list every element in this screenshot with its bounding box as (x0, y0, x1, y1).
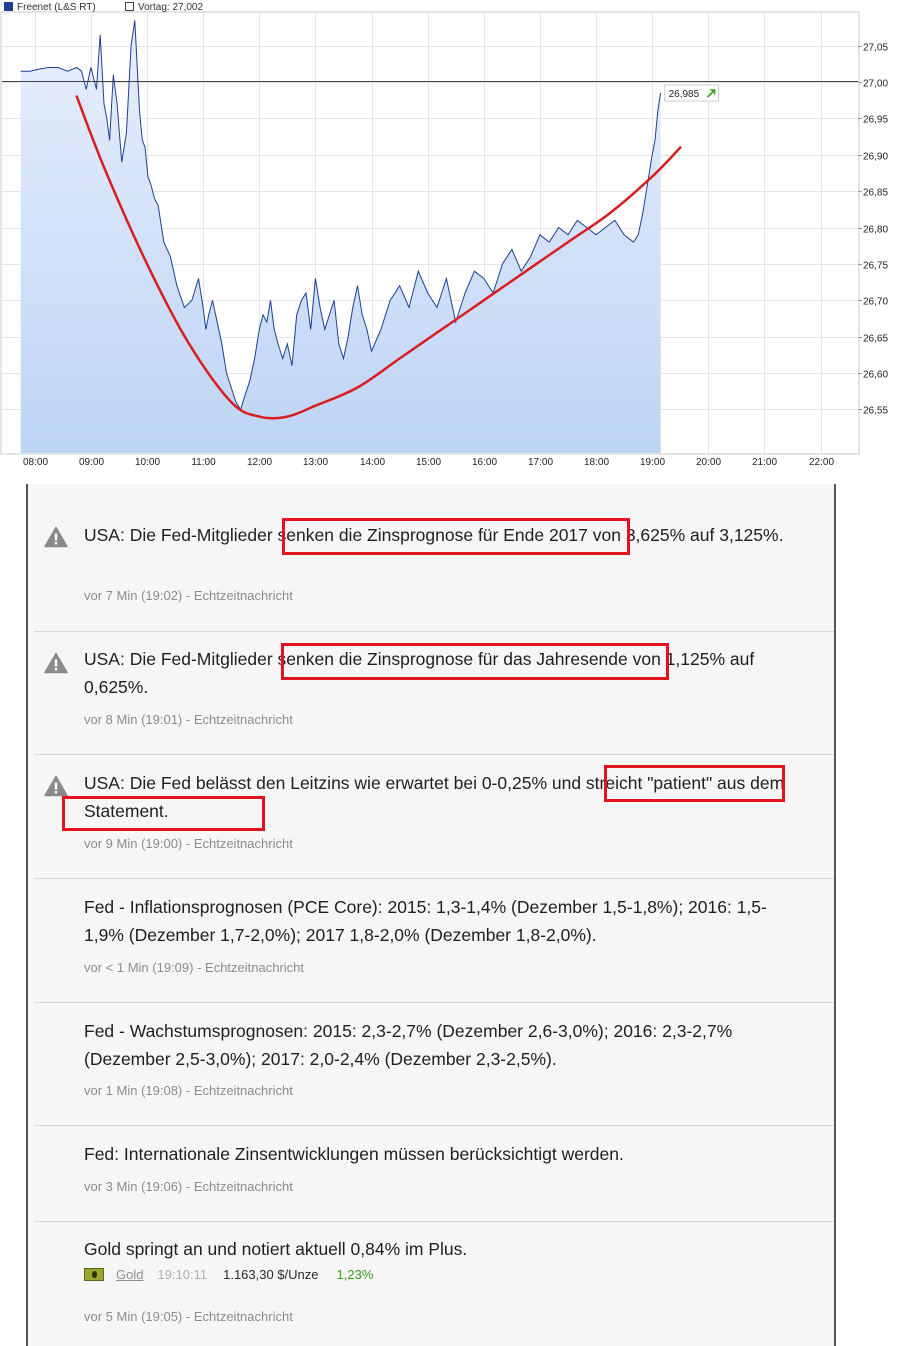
news-item-1[interactable]: USA: Die Fed-Mitglieder senken die Zinsp… (34, 484, 834, 632)
x-tick-label: 18:00 (584, 457, 609, 468)
y-tick-label: 26,85 (863, 188, 888, 199)
news-timestamp: vor 1 Min (19:08) - Echtzeitnachricht (84, 1083, 293, 1098)
x-tick-label: 10:00 (135, 457, 160, 468)
news-headline[interactable]: Fed - Wachstumsprognosen: 2015: 2,3-2,7%… (84, 1021, 733, 1069)
news-item-6[interactable]: Fed: Internationale Zinsentwicklungen mü… (34, 1126, 834, 1222)
y-tick-label: 26,65 (863, 334, 888, 345)
y-tick-label: 27,00 (863, 79, 888, 90)
highlight-box (281, 643, 669, 680)
news-headline[interactable]: Gold springt an und notiert aktuell 0,84… (84, 1239, 468, 1259)
news-item-3[interactable]: USA: Die Fed belässt den Leitzins wie er… (34, 755, 834, 879)
trend-curve (75, 95, 682, 420)
x-tick-label: 21:00 (752, 457, 777, 468)
x-tick-label: 09:00 (79, 457, 104, 468)
x-tick-label: 22:00 (809, 457, 834, 468)
label-layer: 26,55 26,60 26,65 26,70 26,75 26,80 26,85 26,90… (23, 43, 888, 469)
highlight-box (604, 765, 785, 802)
news-feed: USA: Die Fed-Mitglieder senken die Zinsp… (26, 484, 836, 1346)
news-item-7[interactable]: Gold springt an und notiert aktuell 0,84… (34, 1222, 834, 1346)
quote-change: 1,23% (336, 1267, 374, 1282)
quote-price: 1.163,30 $/Unze (223, 1267, 319, 1282)
x-tick-label: 15:00 (416, 457, 441, 468)
news-item-2[interactable]: USA: Die Fed-Mitglieder senken die Zinsp… (34, 632, 834, 755)
warning-icon (44, 526, 68, 548)
y-tick-label: 27,05 (863, 43, 888, 54)
news-headline[interactable]: Fed - Inflationsprognosen (PCE Core): 20… (84, 897, 767, 945)
x-tick-label: 16:00 (472, 457, 497, 468)
legend-swatch-series (4, 2, 13, 11)
legend-label-previous-close: Vortag: 27,002 (138, 2, 203, 13)
price-chart-svg: 26,55 26,60 26,65 26,70 26,75 26,80 26,85 26,90… (0, 0, 911, 484)
highlight-box (62, 796, 265, 831)
news-timestamp: vor 7 Min (19:02) - Echtzeitnachricht (84, 588, 293, 603)
x-tick-label: 19:00 (640, 457, 665, 468)
y-tick-label: 26,90 (863, 152, 888, 163)
news-item-5[interactable]: Fed - Wachstumsprognosen: 2015: 2,3-2,7%… (34, 1003, 834, 1126)
legend-label-series: Freenet (L&S RT) (17, 2, 96, 13)
news-headline[interactable]: Fed: Internationale Zinsentwicklungen mü… (84, 1144, 624, 1164)
y-tick-label: 26,55 (863, 406, 888, 417)
warning-icon (44, 652, 68, 674)
warning-icon (44, 775, 68, 797)
news-item-4[interactable]: Fed - Inflationsprognosen (PCE Core): 20… (34, 879, 834, 1003)
news-timestamp: vor 3 Min (19:06) - Echtzeitnachricht (84, 1179, 293, 1194)
area-layer (2, 20, 858, 454)
gold-icon (84, 1268, 104, 1281)
highlight-box (282, 518, 630, 555)
news-headline[interactable]: USA: Die Fed-Mitglieder senken die Zinsp… (84, 525, 784, 545)
news-timestamp: vor 8 Min (19:01) - Echtzeitnachricht (84, 712, 293, 727)
y-tick-label: 26,80 (863, 225, 888, 236)
news-headline[interactable]: USA: Die Fed belässt den Leitzins wie er… (84, 773, 785, 821)
y-tick-label: 26,70 (863, 297, 888, 308)
news-headline[interactable]: USA: Die Fed-Mitglieder senken die Zinsp… (84, 649, 755, 697)
x-tick-label: 08:00 (23, 457, 48, 468)
last-value-label: 26,985 (669, 89, 700, 100)
x-tick-label: 13:00 (303, 457, 328, 468)
price-chart: 26,55 26,60 26,65 26,70 26,75 26,80 26,85 26,90… (0, 0, 911, 484)
quote-time: 19:10:11 (157, 1267, 208, 1282)
news-timestamp: vor 9 Min (19:00) - Echtzeitnachricht (84, 836, 293, 851)
x-tick-label: 12:00 (247, 457, 272, 468)
x-tick-label: 14:00 (360, 457, 385, 468)
price-area-fill (20, 20, 661, 454)
y-tick-label: 26,60 (863, 370, 888, 381)
news-timestamp: vor 5 Min (19:05) - Echtzeitnachricht (84, 1309, 293, 1324)
x-tick-label: 20:00 (696, 457, 721, 468)
price-line (20, 20, 662, 411)
x-tick-label: 11:00 (191, 457, 216, 468)
legend-swatch-previous-close (125, 2, 134, 11)
trend-up-arrow-icon (707, 89, 716, 98)
quote-name-link[interactable]: Gold (116, 1267, 144, 1282)
y-tick-label: 26,75 (863, 261, 888, 272)
news-timestamp: vor < 1 Min (19:09) - Echtzeitnachricht (84, 960, 305, 975)
chart-legend: Freenet (L&S RT) Vortag: 27,002 (4, 2, 203, 13)
x-tick-label: 17:00 (528, 457, 553, 468)
last-value-box (664, 84, 720, 102)
y-tick-label: 26,95 (863, 115, 888, 126)
trend-layer (75, 95, 682, 420)
quote-row: Gold 19:10:11 1.163,30 $/Unze 1,23% (84, 1267, 373, 1282)
